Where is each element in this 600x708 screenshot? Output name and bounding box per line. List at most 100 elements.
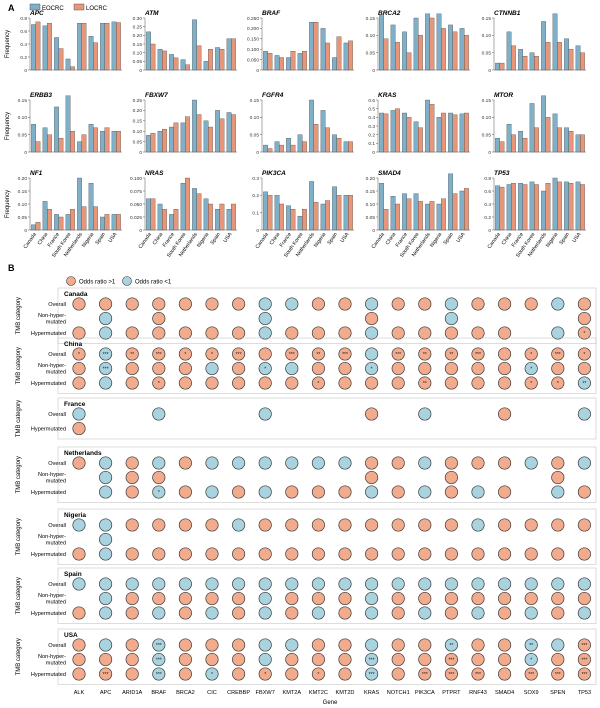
odds-ratio-dot <box>232 485 246 499</box>
bar-eocrc <box>390 24 396 71</box>
y-tick-label: 0.20 <box>366 176 376 182</box>
bar-eocrc <box>31 224 36 231</box>
gene-title: NRAS <box>145 170 164 177</box>
gene-tick-label: BRAF <box>151 690 167 696</box>
bar-locrc <box>208 126 213 153</box>
bar-locrc <box>279 57 284 71</box>
x-tick-label: USA <box>455 231 466 244</box>
x-tick-label: Spain <box>326 232 339 246</box>
significance-mark: ** <box>316 352 320 358</box>
bar-eocrc <box>263 51 268 71</box>
odds-ratio-dot <box>418 407 432 421</box>
significance-mark: * <box>317 672 319 678</box>
bar-eocrc <box>77 177 82 231</box>
gene-tick-label: KMT2D <box>336 690 355 696</box>
bar-eocrc <box>506 124 512 153</box>
odds-ratio-dot <box>152 407 166 421</box>
gene-title: SMAD4 <box>378 170 401 177</box>
gene-tick-label: TP53 <box>578 690 591 696</box>
y-axis-label: Frequency <box>5 190 11 218</box>
row-label: Hypermutated <box>31 427 66 433</box>
y-tick-label: 0 <box>372 228 375 234</box>
bar-chart-nf1: NF100.050.100.150.20FrequencyCanadaChina… <box>5 170 122 259</box>
bar-locrc <box>452 114 458 153</box>
odds-ratio-dot <box>152 361 166 376</box>
bar-eocrc <box>286 57 291 71</box>
bar-locrc <box>418 127 423 153</box>
bar-eocrc <box>111 131 117 153</box>
row-label: Non-hyper- <box>38 472 66 478</box>
odds-ratio-dot <box>125 470 139 485</box>
significance-mark: ** <box>449 352 453 358</box>
odds-ratio-dot <box>498 456 512 470</box>
bar-eocrc <box>54 106 59 153</box>
y-tick-label: 0.100 <box>247 47 259 53</box>
odds-ratio-dot <box>72 361 86 376</box>
significance-mark: *** <box>342 352 348 358</box>
bar-locrc <box>208 203 213 231</box>
odds-ratio-dot <box>577 376 591 390</box>
odds-ratio-dot <box>285 297 299 311</box>
y-tick-label: 0.10 <box>133 129 143 135</box>
odds-ratio-dot <box>498 547 512 561</box>
odds-ratio-dot <box>524 591 538 606</box>
odds-ratio-dot <box>444 606 458 620</box>
bar-eocrc <box>506 184 512 231</box>
bar-locrc <box>418 201 423 231</box>
x-tick-label: USA <box>222 231 233 244</box>
group-title: France <box>64 401 86 408</box>
gene-title: TP53 <box>494 170 510 177</box>
bar-locrc <box>429 201 435 231</box>
bar-locrc <box>568 131 574 153</box>
odds-ratio-dot <box>418 591 432 606</box>
y-tick-label: 0 <box>372 150 375 156</box>
odds-ratio-dot <box>365 547 379 561</box>
bar-eocrc <box>88 183 94 231</box>
odds-ratio-dot <box>205 652 219 667</box>
y-tick-label: 0.6 <box>484 189 491 195</box>
bar-locrc <box>267 195 273 231</box>
bar-eocrc <box>146 135 151 153</box>
y-tick-label: 0.15 <box>366 16 376 22</box>
odds-ratio-dot <box>99 456 113 470</box>
bar-locrc <box>93 42 98 71</box>
bar-locrc <box>290 209 296 231</box>
bar-eocrc <box>100 23 105 71</box>
odds-ratio-dot <box>577 638 591 652</box>
bar-eocrc <box>332 186 337 231</box>
significance-mark: *** <box>422 672 428 678</box>
odds-ratio-dot <box>471 297 485 311</box>
odds-ratio-dot <box>125 376 139 390</box>
odds-ratio-dot <box>205 638 219 652</box>
odds-ratio-dot <box>498 485 512 499</box>
row-label: Hypermutated <box>31 611 66 617</box>
odds-ratio-dot <box>338 485 352 499</box>
odds-ratio-dot <box>498 361 512 376</box>
bar-eocrc <box>192 188 197 231</box>
odds-ratio-dot <box>577 485 591 499</box>
odds-ratio-dot <box>152 456 166 470</box>
significance-mark: *** <box>156 352 162 358</box>
odds-ratio-dot <box>338 547 352 561</box>
gene-tick-label: SPEN <box>550 690 565 696</box>
bar-locrc <box>499 62 505 71</box>
gene-title: MTOR <box>494 92 513 99</box>
odds-ratio-dot <box>99 577 113 591</box>
odds-ratio-dot <box>178 485 192 499</box>
bar-eocrc <box>402 193 407 231</box>
y-tick-label: 0.2 <box>20 55 27 61</box>
odds-ratio-dot <box>577 547 591 561</box>
odds-ratio-dot <box>152 638 166 652</box>
bar-eocrc <box>495 137 500 153</box>
significance-mark: * <box>184 352 186 358</box>
odds-ratio-dot <box>365 456 379 470</box>
significance-mark: *** <box>448 672 454 678</box>
y-tick-label: 0.05 <box>133 139 143 145</box>
odds-ratio-dot <box>471 376 485 390</box>
gene-tick-label: PTPRT <box>442 690 461 696</box>
odds-ratio-dot <box>524 652 538 667</box>
bar-eocrc <box>274 55 280 71</box>
y-tick-label: 0.2 <box>368 132 375 138</box>
odds-ratio-dot <box>391 485 405 499</box>
odds-ratio-dot <box>125 518 139 532</box>
